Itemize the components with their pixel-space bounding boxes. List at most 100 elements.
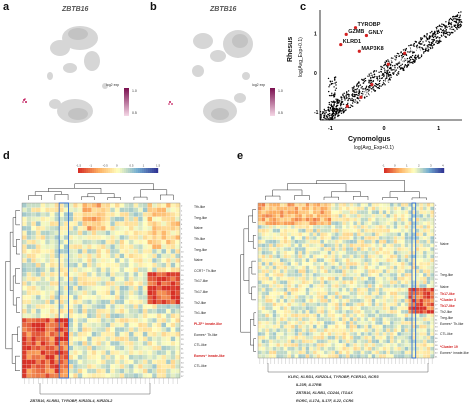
heatmap-cell	[312, 284, 317, 289]
heatmap-cell	[316, 280, 321, 285]
heatmap-cell	[298, 309, 303, 314]
heatmap-cell	[31, 285, 37, 291]
heatmap-cell	[110, 290, 116, 296]
scatter-point	[358, 81, 360, 83]
scatter-point	[439, 39, 441, 41]
heatmap-cell	[110, 354, 116, 360]
heatmap-cell	[378, 250, 383, 255]
heatmap-cell	[265, 225, 270, 229]
heatmap-cell	[393, 280, 398, 285]
heatmap-cell	[338, 280, 343, 285]
heatmap-cell	[49, 253, 55, 259]
heatmap-cell	[378, 202, 383, 207]
dendrogram-branch	[272, 189, 303, 197]
heatmap-cell	[316, 265, 321, 270]
heatmap-cell	[82, 276, 88, 282]
heatmap-cell	[283, 206, 288, 211]
heatmap-cell	[31, 313, 37, 319]
heatmap-cell	[327, 250, 332, 255]
heatmap-cell	[386, 350, 391, 355]
heatmap-cell	[147, 212, 153, 217]
heatmap-cell	[378, 346, 383, 351]
heatmap-cell	[86, 345, 92, 351]
heatmap-d: -1.5 -1 -0.5 0 0.5 1 1.50123456789101112131415…	[5, 164, 184, 395]
heatmap-cell	[142, 331, 148, 337]
scatter-point	[328, 94, 331, 97]
heatmap-cell	[290, 243, 295, 248]
heatmap-cell	[110, 368, 116, 374]
heatmap-cell	[279, 265, 284, 270]
heatmap-cell	[272, 239, 277, 244]
scatter-point	[333, 95, 336, 98]
heatmap-cell	[276, 228, 281, 233]
heatmap-cell	[345, 269, 350, 274]
scatter-point	[433, 39, 436, 41]
scatter-point	[383, 67, 385, 69]
scatter-point	[327, 77, 330, 80]
heatmap-cell	[389, 298, 394, 303]
heatmap-cell	[309, 269, 314, 274]
heatmap-cell	[165, 212, 171, 217]
scatter-point	[428, 37, 430, 40]
heatmap-cell	[334, 295, 339, 300]
heatmap-cell	[371, 328, 376, 333]
heatmap-d-row-label: Th1-like	[194, 311, 207, 316]
heatmap-cell	[279, 217, 284, 222]
heatmap-cell	[426, 239, 431, 244]
heatmap-cell	[430, 328, 435, 333]
heatmap-cell	[386, 317, 391, 322]
heatmap-cell	[138, 244, 143, 250]
heatmap-cell	[290, 261, 295, 266]
heatmap-cell	[86, 295, 92, 300]
heatmap-cell	[386, 284, 391, 289]
heatmap-cell	[393, 343, 398, 348]
heatmap-cell	[316, 328, 321, 333]
heatmap-cell	[305, 236, 310, 241]
heatmap-cell	[430, 321, 435, 325]
heatmap-cell	[334, 317, 339, 322]
heatmap-cell	[371, 291, 376, 296]
heatmap-cell	[334, 213, 339, 218]
scatter-point	[338, 107, 340, 110]
colorbar-tick: 1.5	[156, 164, 161, 168]
heatmap-cell	[31, 308, 37, 314]
scatter-point	[376, 87, 378, 89]
heatmap-cell	[114, 239, 120, 245]
heatmap-cell	[35, 225, 41, 231]
heatmap-cell	[261, 247, 266, 252]
heatmap-d-row-label: Th17-like	[194, 279, 208, 284]
heatmap-cell	[353, 247, 358, 252]
scatter-point	[440, 28, 442, 31]
heatmap-cell	[327, 213, 332, 218]
heatmap-cell	[287, 236, 292, 241]
heatmap-cell	[389, 243, 394, 248]
heatmap-cell	[100, 373, 106, 379]
scatter-point	[456, 24, 459, 26]
heatmap-cell	[40, 354, 46, 360]
heatmap-cell	[312, 258, 317, 263]
heatmap-cell	[128, 244, 134, 250]
heatmap-cell	[156, 212, 162, 217]
heatmap-cell	[77, 230, 83, 236]
heatmap-cell	[364, 232, 369, 237]
heatmap-cell	[124, 285, 130, 291]
heatmap-cell	[82, 350, 88, 356]
heatmap-cell	[408, 332, 413, 336]
scatter-point	[444, 32, 446, 35]
scatter-gene-label: GZMB	[348, 29, 364, 35]
heatmap-cell	[279, 276, 284, 281]
heatmap-cell	[411, 236, 416, 241]
heatmap-d-footnote: ZBTB16, KLRB1, TYROBP, KIR2DL4, KIR2DL2	[30, 399, 113, 403]
heatmap-cell	[63, 350, 69, 356]
heatmap-cell	[360, 243, 365, 248]
heatmap-cell	[40, 373, 46, 379]
heatmap-cell	[21, 290, 27, 296]
heatmap-cell	[279, 254, 284, 259]
heatmap-cell	[371, 346, 376, 351]
scatter-point	[427, 47, 429, 49]
heatmap-cell	[309, 287, 314, 292]
heatmap-cell	[287, 225, 292, 229]
heatmap-cell	[298, 239, 303, 244]
heatmap-cell	[397, 346, 402, 351]
heatmap-cell	[323, 287, 328, 292]
